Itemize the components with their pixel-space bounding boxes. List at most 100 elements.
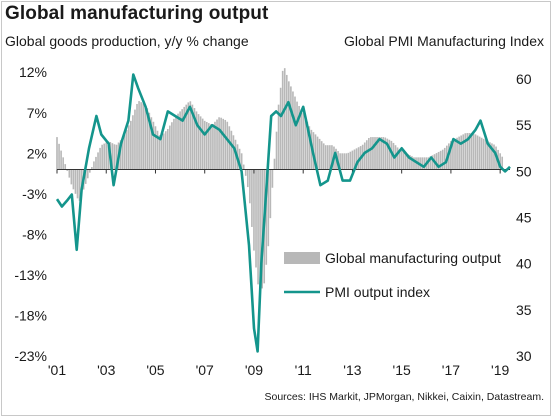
output-bar bbox=[275, 131, 278, 170]
output-bar bbox=[484, 140, 487, 170]
tick-labels-group: 12% 7% 2% -3% -8% -13% -18% -23% 60 55 50 45 40 35 30 '… bbox=[14, 64, 531, 378]
output-bar bbox=[386, 138, 389, 170]
y-left-tick-label: -23% bbox=[14, 348, 47, 364]
output-bar bbox=[105, 142, 108, 170]
output-bar bbox=[130, 120, 132, 170]
output-bar bbox=[222, 118, 224, 170]
output-bar bbox=[185, 104, 188, 170]
output-bar bbox=[288, 81, 290, 170]
output-bar bbox=[166, 128, 169, 170]
output-bar bbox=[91, 167, 93, 170]
output-bar bbox=[292, 91, 294, 170]
output-bar bbox=[349, 151, 352, 170]
output-bar bbox=[277, 104, 280, 170]
output-bar bbox=[480, 137, 483, 170]
legend-label-bars: Global manufacturing output bbox=[325, 250, 501, 266]
output-bar bbox=[316, 136, 319, 170]
output-bar bbox=[478, 136, 481, 170]
output-bar bbox=[355, 148, 358, 170]
output-bar bbox=[255, 169, 257, 268]
output-bar bbox=[285, 74, 288, 170]
output-bar bbox=[97, 152, 99, 170]
output-bar bbox=[470, 133, 473, 170]
output-bar bbox=[372, 137, 374, 170]
output-bar bbox=[320, 141, 323, 170]
output-bar bbox=[152, 121, 155, 170]
output-bar bbox=[146, 108, 149, 170]
output-bar bbox=[390, 140, 393, 170]
output-bar bbox=[491, 143, 493, 170]
output-bar bbox=[89, 169, 91, 173]
output-bar bbox=[261, 169, 263, 289]
output-bar bbox=[413, 157, 415, 170]
left-axis-subtitle: Global goods production, y/y % change bbox=[5, 33, 249, 49]
output-bar bbox=[308, 126, 311, 170]
y-left-tick-label: 7% bbox=[27, 105, 47, 121]
source-note: Sources: IHS Markit, JPMorgan, Nikkei, C… bbox=[264, 391, 544, 403]
pmi-output-line bbox=[55, 73, 511, 353]
output-bar bbox=[363, 142, 366, 170]
output-bar bbox=[374, 137, 376, 170]
output-bar bbox=[322, 143, 325, 170]
output-bar bbox=[158, 135, 161, 170]
output-bar bbox=[240, 153, 243, 170]
output-bar bbox=[173, 118, 175, 170]
output-bar bbox=[216, 119, 218, 170]
output-bar bbox=[177, 113, 179, 170]
output-bar bbox=[341, 153, 343, 170]
output-bar bbox=[423, 157, 426, 170]
output-bar bbox=[296, 101, 298, 170]
output-bar bbox=[125, 129, 128, 170]
output-bar bbox=[271, 169, 274, 188]
output-bar bbox=[339, 153, 341, 170]
output-bar bbox=[84, 169, 87, 184]
output-bar bbox=[140, 102, 142, 170]
y-left-tick-label: -13% bbox=[14, 267, 47, 283]
output-bar bbox=[228, 126, 231, 170]
output-bar bbox=[74, 169, 77, 194]
y-right-tick-label: 50 bbox=[516, 163, 532, 179]
output-bar bbox=[435, 153, 438, 170]
output-bar bbox=[205, 121, 208, 170]
output-bar bbox=[121, 137, 124, 170]
output-bar bbox=[107, 141, 110, 170]
output-bar bbox=[501, 156, 504, 170]
output-bar bbox=[60, 150, 62, 170]
output-bar bbox=[345, 153, 348, 170]
output-bar bbox=[242, 164, 245, 170]
output-bar bbox=[396, 147, 399, 170]
output-bar bbox=[171, 122, 173, 170]
output-bar bbox=[210, 124, 212, 170]
output-bar bbox=[201, 118, 204, 170]
output-bar bbox=[127, 125, 130, 170]
x-tick-label: '15 bbox=[393, 362, 411, 378]
output-bar bbox=[466, 133, 469, 170]
output-bar bbox=[267, 169, 270, 247]
output-bar bbox=[62, 157, 64, 170]
output-bar bbox=[421, 157, 424, 170]
output-bar bbox=[487, 141, 489, 170]
output-bar bbox=[357, 147, 360, 170]
output-bar bbox=[123, 134, 126, 170]
output-bar bbox=[452, 140, 454, 170]
output-bar bbox=[251, 169, 253, 227]
x-tick-label: '17 bbox=[442, 362, 460, 378]
output-bar bbox=[460, 135, 462, 170]
output-bar bbox=[482, 138, 485, 170]
output-bar bbox=[370, 137, 372, 170]
output-bar bbox=[162, 133, 165, 170]
output-bar bbox=[148, 112, 151, 170]
axes-group bbox=[56, 169, 510, 174]
output-bar bbox=[93, 161, 95, 170]
output-bar bbox=[404, 152, 407, 170]
output-bar bbox=[246, 169, 249, 188]
output-bar bbox=[134, 109, 136, 170]
output-bar bbox=[388, 139, 391, 170]
legend-swatch-bars bbox=[284, 252, 320, 264]
output-bar bbox=[179, 111, 181, 170]
x-tick-label: '19 bbox=[491, 362, 509, 378]
output-bar bbox=[113, 144, 116, 170]
output-bar bbox=[382, 137, 385, 170]
y-left-tick-label: -3% bbox=[22, 186, 47, 202]
